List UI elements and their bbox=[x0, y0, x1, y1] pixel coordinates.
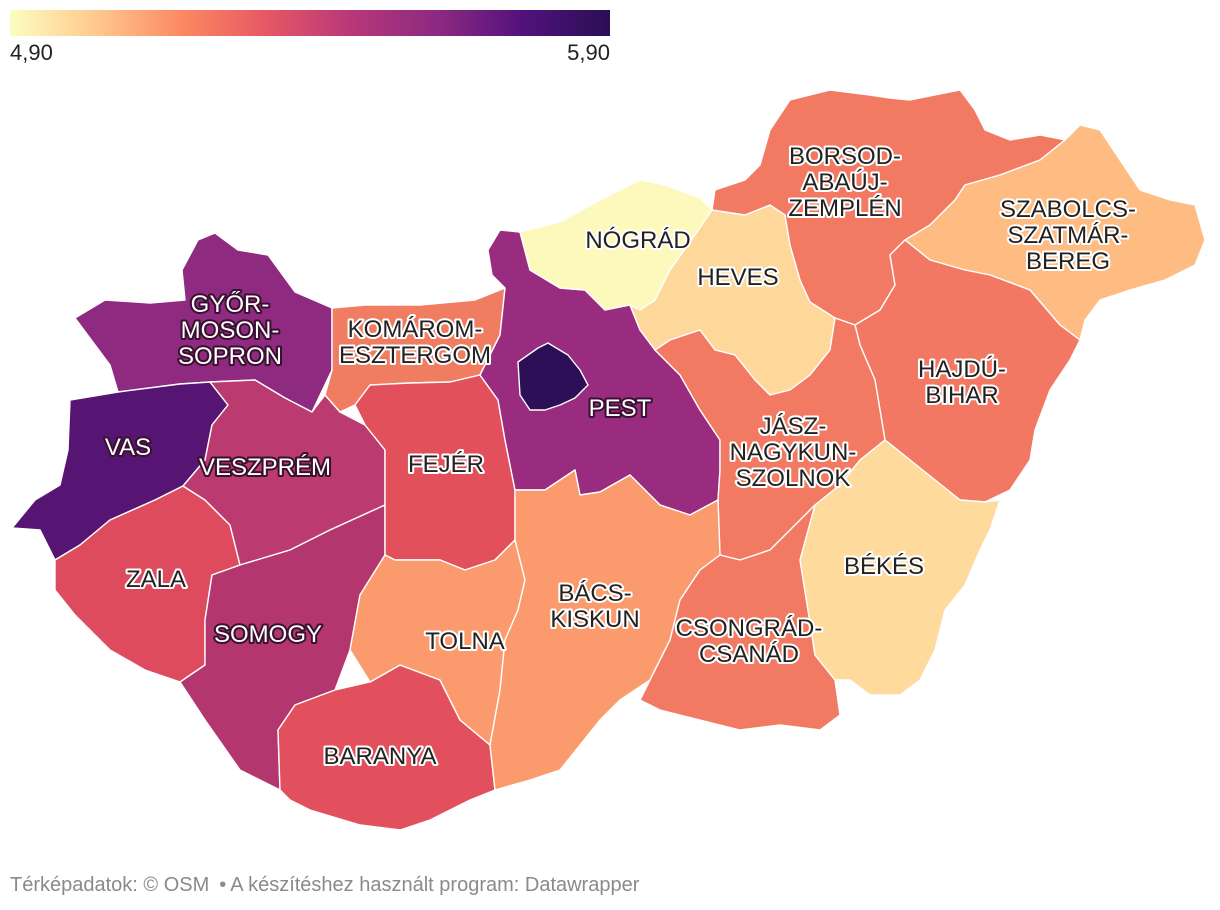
county-label-szabolcs: SZATMÁR- bbox=[1008, 222, 1129, 249]
county-label-csongrad: CSANÁD bbox=[699, 641, 799, 668]
county-label-somogy: SOMOGY bbox=[214, 621, 322, 648]
county-label-gyor: SOPRON bbox=[178, 343, 282, 370]
county-label-borsod: ABAÚJ- bbox=[802, 169, 887, 196]
county-budapest[interactable] bbox=[517, 342, 589, 411]
county-csongrad[interactable] bbox=[639, 504, 841, 731]
county-label-borsod: ZEMPLÉN bbox=[788, 195, 901, 222]
footer-credits: Térképadatok: © OSM • A készítéshez haszná… bbox=[10, 874, 639, 897]
county-label-jasz: NAGYKUN- bbox=[730, 439, 857, 466]
legend-max-label: 5,90 bbox=[567, 40, 610, 65]
county-label-zala: ZALA bbox=[126, 566, 186, 593]
county-jasz[interactable] bbox=[654, 317, 886, 561]
county-label-jasz: JÁSZ- bbox=[760, 413, 827, 440]
county-label-pest: PEST bbox=[589, 395, 652, 422]
county-label-borsod: BORSOD- bbox=[789, 143, 901, 170]
map-data-credit: Térképadatok: © OSM bbox=[10, 874, 210, 896]
county-label-vas: VAS bbox=[105, 434, 151, 461]
legend-min-label: 4,90 bbox=[10, 40, 53, 65]
county-label-bekes: BÉKÉS bbox=[844, 553, 924, 580]
county-label-csongrad: CSONGRÁD- bbox=[676, 615, 823, 642]
county-label-hajdu: BIHAR bbox=[925, 382, 998, 409]
county-label-gyor: MOSON- bbox=[181, 317, 280, 344]
county-label-fejer: FEJÉR bbox=[408, 451, 484, 478]
county-label-baranya: BARANYA bbox=[324, 743, 437, 770]
county-label-gyor: GYŐR- bbox=[191, 291, 270, 318]
county-label-heves: HEVES bbox=[697, 264, 778, 291]
county-label-komarom: KOMÁROM- bbox=[348, 316, 483, 343]
county-label-nograd: NÓGRÁD bbox=[585, 227, 690, 254]
county-label-hajdu: HAJDÚ- bbox=[918, 356, 1006, 383]
county-label-bacs: KISKUN bbox=[550, 606, 639, 633]
color-legend: 4,90 5,90 bbox=[10, 10, 610, 65]
county-label-jasz: SZOLNOK bbox=[736, 465, 851, 492]
county-bekes[interactable] bbox=[799, 439, 1001, 696]
county-label-szabolcs: SZABOLCS- bbox=[1000, 196, 1136, 223]
county-label-tolna: TOLNA bbox=[425, 628, 505, 655]
legend-gradient-bar bbox=[10, 10, 610, 36]
footer-separator: • bbox=[219, 874, 227, 896]
tool-credit: A készítéshez használt program: Datawrap… bbox=[230, 874, 640, 896]
hungary-county-map: GYŐR-MOSON-SOPRON VAS ZALA VESZPRÉM SOMOGY KO… bbox=[11, 89, 1206, 831]
county-label-veszprem: VESZPRÉM bbox=[199, 454, 331, 481]
county-label-komarom: ESZTERGOM bbox=[339, 342, 491, 369]
county-label-szabolcs: BEREG bbox=[1026, 248, 1110, 275]
county-label-bacs: BÁCS- bbox=[558, 580, 631, 607]
